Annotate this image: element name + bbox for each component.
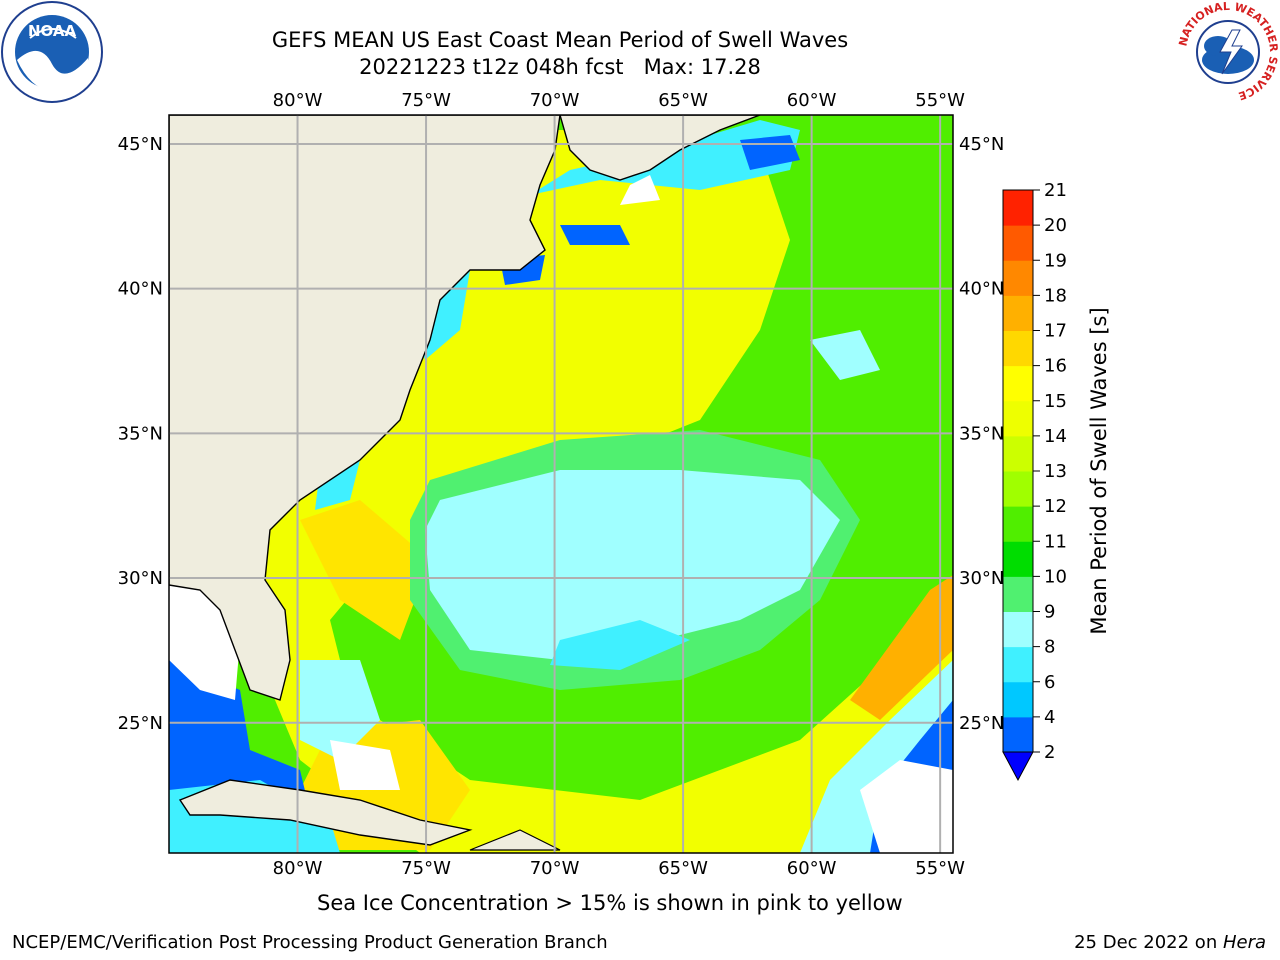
footer-host: Hera: [1222, 932, 1266, 953]
swell-bahamas-cyan: [300, 660, 380, 760]
nws-logo: NATIONAL WEATHER SERVICE: [1176, 0, 1280, 103]
colorbar-tick-label: 13: [1044, 461, 1067, 482]
lon-label: 60°W: [787, 90, 837, 111]
lon-labels-bottom: 80°W 75°W 70°W 65°W 60°W 55°W: [273, 858, 966, 879]
lon-label: 75°W: [401, 90, 451, 111]
lat-label: 30°N: [959, 568, 1004, 589]
colorbar-segment: [1003, 506, 1033, 542]
map-frame: [168, 114, 954, 854]
lat-label: 35°N: [959, 423, 1004, 444]
colorbar-segment: [1003, 260, 1033, 296]
land-new-england-canada: [559, 115, 761, 181]
colorbar-tick-label: 17: [1044, 321, 1067, 342]
colorbar-label: Mean Period of Swell Waves [s]: [1087, 307, 1111, 634]
colorbar-segment: [1003, 190, 1033, 226]
colorbar: 2 4 6 8 9 10 11 12 13 14 15 16 17 18 19 20 21 Mean Perio…: [1002, 180, 1111, 782]
svg-text:NOAA: NOAA: [28, 22, 77, 40]
map-panel: 80°W 75°W 70°W 65°W 60°W 55°W 80°W 75°W 70°W 65°…: [118, 90, 1005, 879]
colorbar-segment: [1003, 295, 1033, 331]
colorbar-segments: [1003, 190, 1033, 753]
lon-label: 65°W: [658, 90, 708, 111]
colorbar-tick-label: 12: [1044, 496, 1067, 517]
lat-label: 40°N: [959, 279, 1004, 300]
swell-blue-patch-1: [560, 225, 630, 245]
swell-cyan-patch: [550, 620, 690, 670]
colorbar-segment: [1003, 400, 1033, 437]
colorbar-tick-label: 4: [1044, 707, 1055, 728]
lat-label: 30°N: [118, 568, 163, 589]
lon-label: 80°W: [273, 858, 323, 879]
colorbar-segment: [1003, 225, 1033, 261]
colorbar-segment: [1003, 646, 1033, 683]
lon-label: 70°W: [530, 90, 580, 111]
noaa-logo: NOAA: [1, 1, 103, 103]
colorbar-tick-label: 10: [1044, 566, 1067, 587]
lon-label: 80°W: [273, 90, 323, 111]
colorbar-tick-label: 11: [1044, 531, 1067, 552]
no-data-bay: [620, 175, 660, 205]
lon-label: 70°W: [530, 858, 580, 879]
graticule: [169, 115, 953, 853]
sea-ice-caption: Sea Ice Concentration > 15% is shown in …: [317, 891, 903, 915]
lat-label: 25°N: [118, 713, 163, 734]
swell-yellow-north: [430, 150, 760, 450]
lat-label: 35°N: [118, 423, 163, 444]
no-data-southeast: [860, 760, 953, 853]
lat-label: 45°N: [118, 134, 163, 155]
colorbar-segment: [1003, 365, 1033, 402]
lat-labels-right: 45°N 40°N 35°N 30°N 25°N: [959, 134, 1004, 734]
colorbar-segment: [1003, 541, 1033, 577]
land-hispaniola: [469, 829, 561, 851]
colorbar-tick-label: 18: [1044, 285, 1067, 306]
land-cuba: [178, 779, 473, 846]
land-north-america: [169, 115, 561, 701]
swell-yellow-coastal: [300, 500, 430, 640]
lon-labels-top: 80°W 75°W 70°W 65°W 60°W 55°W: [273, 90, 966, 111]
swell-orange-patch: [850, 575, 953, 720]
colorbar-segment: [1003, 576, 1033, 612]
colorbar-segment: [1003, 471, 1033, 507]
colorbar-under-arrow: [1002, 751, 1034, 782]
colorbar-tick-label: 21: [1044, 180, 1067, 201]
colorbar-tick-label: 2: [1044, 742, 1055, 763]
colorbar-tick-label: 16: [1044, 356, 1067, 377]
lon-label: 75°W: [401, 858, 451, 879]
lon-label: 65°W: [658, 858, 708, 879]
swell-cyan-northeast: [810, 330, 880, 380]
title-line-1: GEFS MEAN US East Coast Mean Period of S…: [271, 28, 849, 52]
lat-label: 45°N: [959, 134, 1004, 155]
colorbar-segment: [1003, 611, 1033, 648]
colorbar-tick-label: 14: [1044, 426, 1067, 447]
colorbar-segment: [1003, 681, 1033, 718]
no-data-bahamas: [330, 740, 400, 790]
colorbar-segment: [1003, 716, 1033, 753]
lon-label: 60°W: [787, 858, 837, 879]
footer-left: NCEP/EMC/Verification Post Processing Pr…: [12, 932, 608, 953]
colorbar-ticks: 2 4 6 8 9 10 11 12 13 14 15 16 17 18 19 20 21: [1033, 180, 1067, 763]
lon-label: 55°W: [915, 90, 965, 111]
colorbar-tick-label: 20: [1044, 215, 1067, 236]
colorbar-tick-label: 19: [1044, 250, 1067, 271]
no-data-gulf: [169, 580, 240, 700]
colorbar-tick-label: 8: [1044, 637, 1055, 658]
swell-cyan-core: [425, 470, 840, 660]
colorbar-segment: [1003, 435, 1033, 472]
lat-labels-left: 45°N 40°N 35°N 30°N 25°N: [118, 134, 163, 734]
lat-label: 40°N: [118, 279, 163, 300]
title-line-2: 20221223 t12z 048h fcst Max: 17.28: [359, 55, 761, 79]
colorbar-tick-label: 15: [1044, 391, 1067, 412]
footer-date: 25 Dec 2022 on: [1074, 932, 1223, 953]
colorbar-tick-label: 9: [1044, 602, 1055, 623]
colorbar-segment: [1003, 330, 1033, 367]
lat-label: 25°N: [959, 713, 1004, 734]
footer-right: 25 Dec 2022 on Hera: [1074, 932, 1266, 953]
colorbar-tick-label: 6: [1044, 672, 1055, 693]
lon-label: 55°W: [915, 858, 965, 879]
